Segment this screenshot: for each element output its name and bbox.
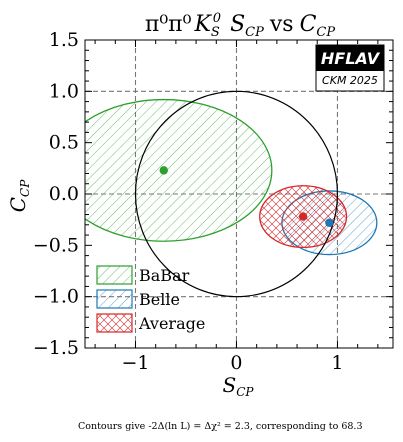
legend-swatch-babar [96,265,133,285]
hflav-logo: HFLAV CKM 2025 [315,44,385,92]
y-tick-label: −1.5 [33,337,79,359]
point-babar [159,166,168,175]
legend-label-babar: BaBar [139,266,190,285]
footnote: Contours give -2Δ(ln L) = Δχ² = 2.3, cor… [78,421,363,432]
y-tick-label: 0.0 [49,183,79,205]
point-average [298,212,308,221]
physical-boundary-circle [134,90,339,298]
x-tick-label: 1 [331,352,343,374]
legend-swatch-average [96,313,133,333]
marker-layer [159,166,334,227]
x-tick-label: −1 [121,352,149,374]
legend: BaBar Belle Average [96,265,205,333]
series-layer [85,98,378,256]
hflav-logo-subtext: CKM 2025 [322,74,378,87]
legend-label-belle: Belle [139,290,180,309]
y-tick-label: −1.0 [33,286,79,308]
chart-title: π⁰π⁰ KS0 SCP vs CCP [145,11,335,40]
y-tick-label: −0.5 [33,234,79,256]
ellipse-babar [85,98,273,242]
y-tick-label: 1.0 [49,80,79,102]
x-tick-label: 0 [230,352,242,374]
y-axis-label: CCP [6,179,32,212]
y-tick-label: 1.5 [49,29,79,51]
x-tick-labels: −1 0 1 [121,352,343,374]
boundary-layer [134,90,339,298]
y-tick-labels: 1.5 1.0 0.5 0.0 −0.5 −1.0 −1.5 [33,29,79,359]
x-axis-label: SCP [223,373,255,399]
legend-swatch-belle [96,289,133,309]
hflav-logo-banner [316,45,384,71]
point-belle [325,218,334,227]
y-tick-label: 0.5 [49,132,79,154]
tick-layer [85,39,393,349]
legend-label-average: Average [138,314,205,333]
hflav-logo-text: HFLAV [321,49,381,68]
